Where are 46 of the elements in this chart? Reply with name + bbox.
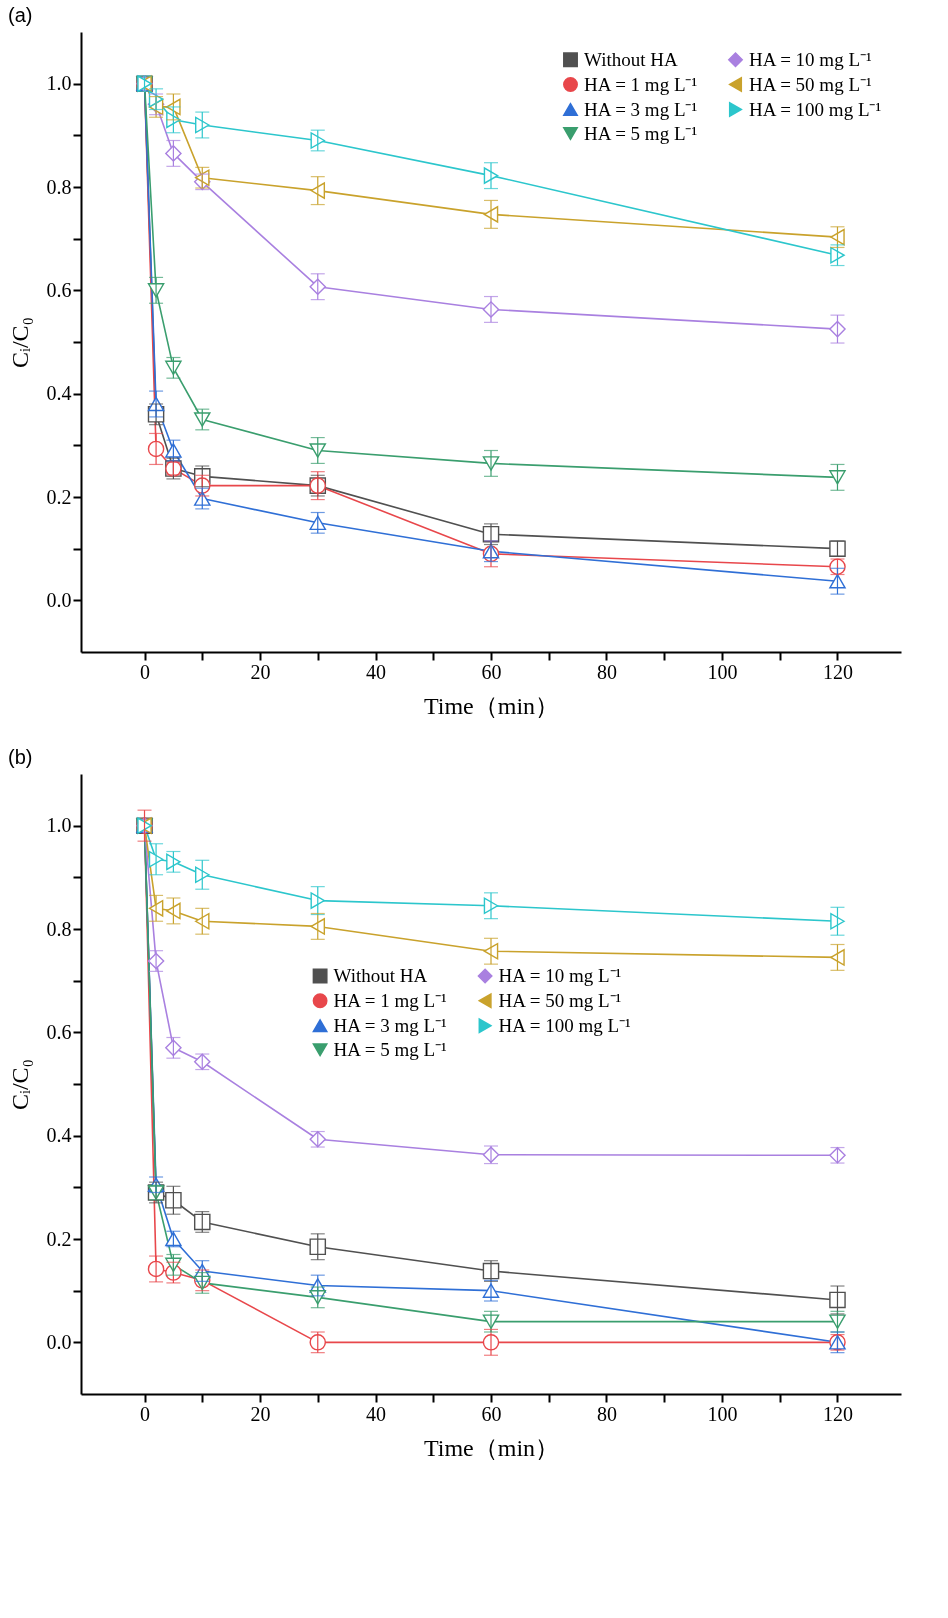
legend-label: HA = 50 mg L⁻¹: [498, 989, 622, 1011]
x-tick-label: 40: [366, 660, 387, 683]
chart-title: (b): [8, 746, 33, 768]
x-tick-label: 100: [707, 660, 738, 683]
legend-label: HA = 1 mg L⁻¹: [584, 73, 698, 95]
legend-label: HA = 10 mg L⁻¹: [498, 964, 622, 986]
y-tick-label: 1.0: [46, 814, 72, 837]
x-tick-label: 20: [250, 660, 271, 683]
x-axis-title: Time（min）: [423, 1434, 560, 1461]
legend-label: HA = 5 mg L⁻¹: [333, 1038, 448, 1060]
y-tick-label: 0.8: [46, 175, 72, 198]
y-tick-label: 0.0: [46, 1330, 72, 1353]
x-tick-label: 120: [822, 1402, 853, 1425]
y-tick-label: 0.0: [46, 588, 72, 611]
y-tick-label: 1.0: [46, 72, 72, 95]
x-tick-label: 100: [707, 1402, 738, 1425]
x-axis-title: Time（min）: [423, 692, 560, 719]
legend-label: Without HA: [333, 964, 428, 986]
y-tick-label: 0.4: [46, 1124, 72, 1147]
y-axis-title: Cᵢ/C₀: [6, 1059, 33, 1110]
x-tick-label: 80: [596, 1402, 617, 1425]
y-tick-label: 0.2: [46, 485, 72, 508]
legend-label: Without HA: [584, 48, 678, 70]
y-tick-label: 0.2: [46, 1227, 72, 1250]
legend-label: HA = 5 mg L⁻¹: [584, 122, 698, 144]
y-tick-label: 0.8: [46, 917, 72, 940]
x-tick-label: 120: [822, 660, 853, 683]
x-tick-label: 0: [140, 1402, 151, 1425]
x-tick-label: 60: [481, 1402, 502, 1425]
x-tick-label: 40: [366, 1402, 387, 1425]
y-axis-title: Cᵢ/C₀: [6, 317, 33, 368]
chart-title: (a): [8, 4, 33, 26]
legend-label: HA = 100 mg L⁻¹: [749, 98, 882, 120]
legend-label: HA = 100 mg L⁻¹: [498, 1014, 632, 1036]
x-tick-label: 80: [596, 660, 617, 683]
y-tick-label: 0.6: [46, 1020, 72, 1043]
x-tick-label: 60: [481, 660, 502, 683]
y-tick-label: 0.6: [46, 278, 72, 301]
legend-label: HA = 3 mg L⁻¹: [584, 98, 698, 120]
y-tick-label: 0.4: [46, 382, 72, 405]
x-tick-label: 0: [140, 660, 151, 683]
legend-label: HA = 3 mg L⁻¹: [333, 1014, 448, 1036]
x-tick-label: 20: [250, 1402, 271, 1425]
legend-label: HA = 10 mg L⁻¹: [749, 48, 872, 70]
legend-label: HA = 50 mg L⁻¹: [749, 73, 872, 95]
legend-label: HA = 1 mg L⁻¹: [333, 989, 448, 1011]
